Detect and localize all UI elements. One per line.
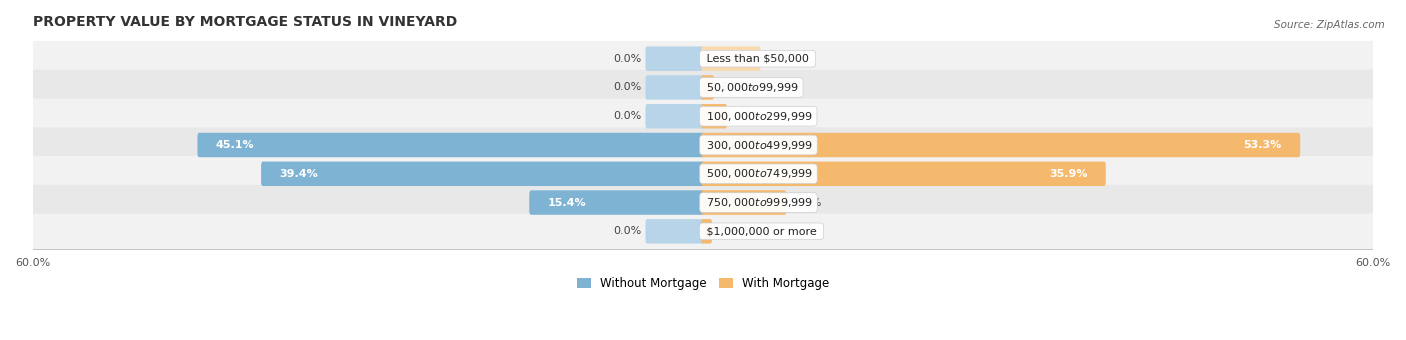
Text: 39.4%: 39.4%: [280, 169, 318, 179]
FancyBboxPatch shape: [702, 47, 761, 71]
FancyBboxPatch shape: [529, 190, 704, 215]
Text: 15.4%: 15.4%: [548, 198, 586, 207]
Text: 0.0%: 0.0%: [613, 54, 641, 64]
Legend: Without Mortgage, With Mortgage: Without Mortgage, With Mortgage: [572, 272, 834, 294]
Text: $300,000 to $499,999: $300,000 to $499,999: [703, 138, 814, 152]
Text: 45.1%: 45.1%: [217, 140, 254, 150]
FancyBboxPatch shape: [197, 133, 704, 157]
Text: 0.0%: 0.0%: [613, 226, 641, 236]
FancyBboxPatch shape: [702, 133, 1301, 157]
Text: PROPERTY VALUE BY MORTGAGE STATUS IN VINEYARD: PROPERTY VALUE BY MORTGAGE STATUS IN VIN…: [32, 15, 457, 29]
FancyBboxPatch shape: [31, 127, 1375, 163]
Text: 0.66%: 0.66%: [720, 226, 755, 236]
Text: 0.83%: 0.83%: [721, 83, 756, 92]
Text: $50,000 to $99,999: $50,000 to $99,999: [703, 81, 800, 94]
Text: 0.0%: 0.0%: [613, 111, 641, 121]
FancyBboxPatch shape: [702, 75, 714, 100]
Text: $750,000 to $999,999: $750,000 to $999,999: [703, 196, 814, 209]
FancyBboxPatch shape: [31, 99, 1375, 134]
Text: Source: ZipAtlas.com: Source: ZipAtlas.com: [1274, 20, 1385, 30]
FancyBboxPatch shape: [645, 47, 704, 71]
FancyBboxPatch shape: [702, 190, 786, 215]
Text: $500,000 to $749,999: $500,000 to $749,999: [703, 167, 814, 180]
FancyBboxPatch shape: [702, 219, 711, 243]
FancyBboxPatch shape: [702, 162, 1105, 186]
Text: $100,000 to $299,999: $100,000 to $299,999: [703, 110, 814, 123]
Text: Less than $50,000: Less than $50,000: [703, 54, 813, 64]
FancyBboxPatch shape: [31, 185, 1375, 220]
Text: 2.0%: 2.0%: [734, 111, 762, 121]
FancyBboxPatch shape: [31, 156, 1375, 191]
FancyBboxPatch shape: [262, 162, 704, 186]
FancyBboxPatch shape: [31, 41, 1375, 76]
Text: 0.0%: 0.0%: [613, 83, 641, 92]
Text: 7.3%: 7.3%: [793, 198, 823, 207]
FancyBboxPatch shape: [645, 219, 704, 243]
Text: 53.3%: 53.3%: [1243, 140, 1282, 150]
FancyBboxPatch shape: [31, 214, 1375, 249]
Text: $1,000,000 or more: $1,000,000 or more: [703, 226, 820, 236]
FancyBboxPatch shape: [645, 104, 704, 129]
Text: 35.9%: 35.9%: [1049, 169, 1087, 179]
FancyBboxPatch shape: [31, 70, 1375, 105]
FancyBboxPatch shape: [645, 75, 704, 100]
Text: 0.0%: 0.0%: [765, 54, 793, 64]
FancyBboxPatch shape: [702, 104, 727, 129]
